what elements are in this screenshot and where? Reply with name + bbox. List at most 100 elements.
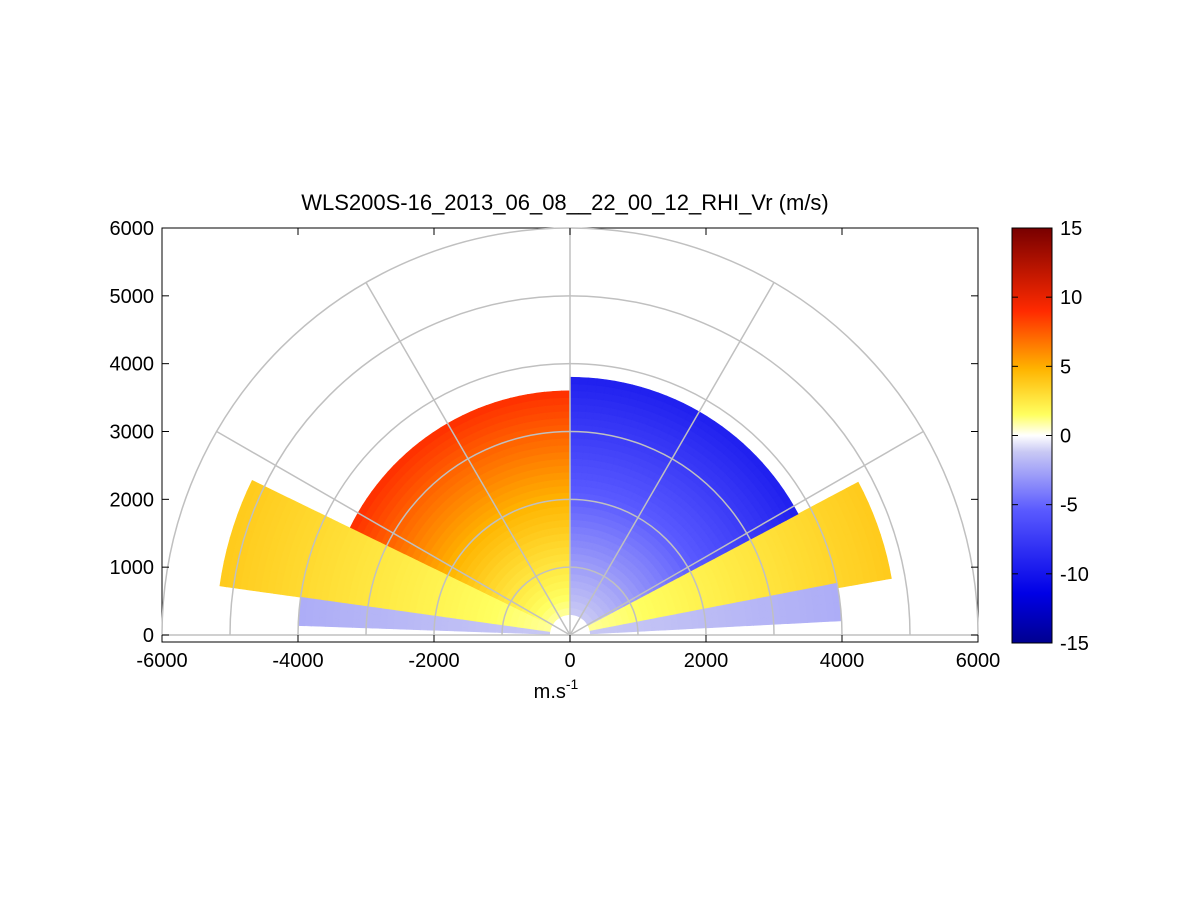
velocity-cell [569, 471, 577, 480]
velocity-cell [758, 610, 767, 619]
velocity-cell [581, 458, 589, 467]
velocity-cell [508, 630, 517, 634]
velocity-cell [420, 624, 428, 631]
velocity-cell [325, 617, 333, 628]
velocity-cell [414, 612, 423, 620]
velocity-cell [569, 478, 576, 487]
velocity-cell [683, 611, 692, 618]
velocity-cell [332, 609, 341, 620]
colorbar-gradient [1011, 227, 1053, 644]
velocity-cell [379, 621, 388, 629]
velocity-cell [561, 404, 571, 412]
velocity-cell [413, 623, 422, 631]
velocity-cell [577, 410, 586, 419]
velocity-cell [400, 611, 409, 619]
velocity-cell [562, 437, 571, 446]
velocity-cell [304, 616, 313, 627]
velocity-cell [553, 397, 563, 406]
velocity-cell [786, 615, 795, 624]
velocity-cell [474, 628, 483, 633]
velocity-cell [709, 606, 719, 614]
x-axis-label-superscript: -1 [566, 676, 579, 692]
velocity-cell [560, 499, 566, 507]
velocity-cell [557, 465, 565, 473]
velocity-cell [558, 471, 565, 480]
velocity-cell [573, 526, 578, 534]
y-tick-label: 3000 [110, 422, 155, 444]
velocity-cell [779, 615, 788, 625]
velocity-cell [544, 397, 555, 406]
velocity-cell [577, 512, 584, 521]
colorbar-tick-label: -15 [1060, 633, 1089, 655]
velocity-cell [331, 618, 340, 628]
elevation-spoke [569, 282, 775, 636]
velocity-cell [586, 384, 597, 393]
velocity-cell [725, 620, 734, 628]
velocity-cell [420, 619, 429, 626]
velocity-cell [339, 602, 349, 612]
velocity-cell [467, 627, 476, 632]
velocity-cell [578, 383, 588, 392]
velocity-cell [550, 451, 558, 460]
velocity-cell [535, 391, 546, 401]
velocity-cell [580, 479, 587, 487]
velocity-cell [406, 623, 415, 630]
velocity-cell [569, 404, 579, 412]
colorbar-tick-label: 15 [1060, 218, 1082, 240]
velocity-cell [564, 485, 571, 493]
velocity-cell [584, 411, 594, 420]
velocity-cell [576, 438, 585, 446]
velocity-cell [575, 451, 584, 460]
y-tick-label: 0 [143, 625, 154, 647]
velocity-cell [551, 465, 559, 474]
velocity-cell [494, 629, 503, 633]
velocity-cell [819, 603, 828, 614]
velocity-cell [311, 616, 320, 627]
velocity-cell [522, 631, 530, 634]
velocity-cell [434, 620, 442, 627]
velocity-cell [759, 617, 768, 626]
velocity-cell [352, 611, 361, 621]
velocity-cell [426, 624, 435, 631]
y-tick-label: 1000 [110, 557, 155, 579]
velocity-cell [562, 417, 571, 426]
velocity-cell [373, 607, 382, 616]
velocity-cell [554, 410, 563, 419]
colorbar-ticks: 15 10 5 0 -5 -10 -15 [1012, 218, 1089, 655]
y-tick-label: 2000 [110, 489, 155, 511]
velocity-cell [569, 410, 579, 419]
velocity-cell [806, 613, 815, 623]
velocity-cell [440, 625, 449, 632]
velocity-cell [718, 621, 727, 628]
velocity-cell [551, 458, 559, 467]
velocity-cell [579, 485, 586, 494]
x-axis-label: m.s-1 [534, 676, 579, 703]
velocity-cell [561, 410, 571, 419]
velocity-cell [544, 391, 554, 400]
velocity-cell [447, 621, 456, 628]
x-tick-label: -4000 [272, 650, 323, 672]
velocity-cell [555, 431, 564, 440]
velocity-cell [595, 378, 607, 387]
colorbar-tick-label: -10 [1060, 564, 1089, 586]
velocity-cell [573, 512, 579, 521]
velocity-cell [591, 418, 601, 428]
velocity-cell [552, 472, 560, 481]
velocity-cell [559, 485, 566, 494]
velocity-cell [593, 398, 604, 407]
velocity-cell [580, 472, 588, 481]
velocity-cell [454, 626, 462, 632]
velocity-cell [826, 602, 835, 613]
x-tick-label: 0 [564, 650, 575, 672]
velocity-cell [582, 438, 591, 447]
velocity-cell [561, 397, 571, 405]
velocity-cell [792, 606, 801, 616]
velocity-cell [569, 465, 577, 473]
x-axis-label-text: m.s [534, 681, 566, 703]
colorbar-tick-label: 5 [1060, 356, 1071, 378]
velocity-cell [318, 617, 327, 627]
velocity-cell [569, 383, 580, 392]
velocity-cell [586, 472, 594, 481]
velocity-cell [380, 608, 389, 617]
